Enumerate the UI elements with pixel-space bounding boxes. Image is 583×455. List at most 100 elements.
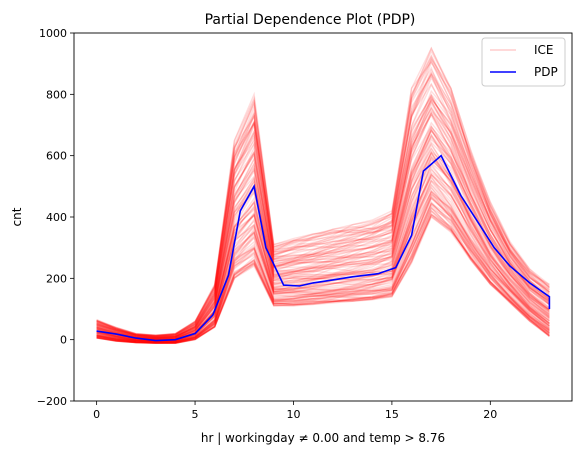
ice-line [96,193,550,344]
x-tick-label: 5 [192,408,199,421]
ice-line [96,206,550,344]
ice-line [96,212,550,344]
ice-line [96,93,550,338]
ice-line [96,89,550,339]
ice-line [96,202,550,344]
ice-line [96,56,550,337]
y-tick-label: 1000 [39,27,67,40]
ice-line [96,200,550,344]
ice-line [96,76,550,338]
x-tick-label: 10 [286,408,300,421]
ice-line [96,189,550,343]
ice-line [96,71,550,338]
ice-line [96,179,550,343]
ice-line [96,185,550,343]
ice-line [96,175,550,342]
axis-ticks: 0 5 10 15 20 −200 0 200 400 600 800 1000 [37,27,498,421]
ice-line [96,129,550,340]
y-axis-label: cnt [10,207,24,226]
ice-line [96,176,550,343]
ice-line [96,112,550,340]
ice-line [96,114,550,339]
ice-line [96,124,550,340]
ice-line [96,142,550,340]
ice-line [96,46,550,337]
x-axis-label: hr | workingday ≠ 0.00 and temp > 8.76 [201,431,445,445]
ice-line [96,215,550,344]
ice-line [96,98,550,338]
ice-line [96,213,550,344]
ice-line [96,203,550,344]
ice-line [96,109,550,339]
x-tick-label: 0 [93,408,100,421]
ice-line [96,95,550,338]
legend: ICE PDP [481,37,566,87]
ice-line [96,179,550,343]
ice-line [96,133,550,341]
x-tick-label: 20 [483,408,497,421]
ice-line [96,214,550,344]
x-tick-label: 15 [385,408,399,421]
ice-line [96,97,550,339]
ice-line [96,202,550,344]
ice-line [96,207,550,344]
ice-line [96,60,550,336]
ice-line [96,111,550,340]
plot-frame [73,32,573,402]
ice-line [96,193,550,344]
ice-line [96,125,550,341]
ice-line [96,60,550,338]
ice-line [96,136,550,340]
ice-line [96,209,550,345]
ice-line [96,180,550,343]
ice-line [96,94,550,339]
ice-line [96,173,550,343]
ice-line [96,138,550,341]
ice-line [96,55,550,337]
y-tick-label: 0 [60,334,67,347]
ice-line [96,173,550,343]
ice-line [96,196,550,344]
ice-line [96,206,550,344]
ice-line [96,129,550,340]
ice-line [96,190,550,343]
ice-line [96,99,550,339]
y-tick-label: 400 [46,211,67,224]
ice-line [96,195,550,343]
ice-line [96,197,550,344]
ice-line [96,57,550,338]
ice-line [96,173,550,342]
ice-line [96,106,550,339]
y-tick-label: 800 [46,88,67,101]
pdp-line [96,154,551,342]
ice-line [96,213,550,344]
ice-line [96,74,550,338]
ice-line [96,105,550,339]
ice-lines [96,46,550,345]
ice-line [96,202,550,344]
ice-line [96,183,550,343]
ice-line [96,73,550,337]
ice-line [96,128,550,341]
ice-line [96,100,550,339]
ice-line [96,46,550,336]
ice-line [96,196,550,344]
ice-line [96,83,550,338]
ice-line [96,110,550,339]
legend-ice-label: ICE [534,43,554,57]
ice-line [96,210,550,344]
ice-line [96,189,550,344]
ice-line [96,215,550,344]
chart-title: Partial Dependence Plot (PDP) [205,12,416,28]
legend-box [481,37,566,87]
ice-line [96,209,550,344]
ice-line [96,58,550,337]
ice-line [96,71,550,337]
ice-line [96,54,550,337]
ice-line [96,191,550,343]
ice-line [96,73,550,337]
ice-line [96,99,550,338]
ice-line [96,191,550,343]
ice-line [96,213,550,345]
